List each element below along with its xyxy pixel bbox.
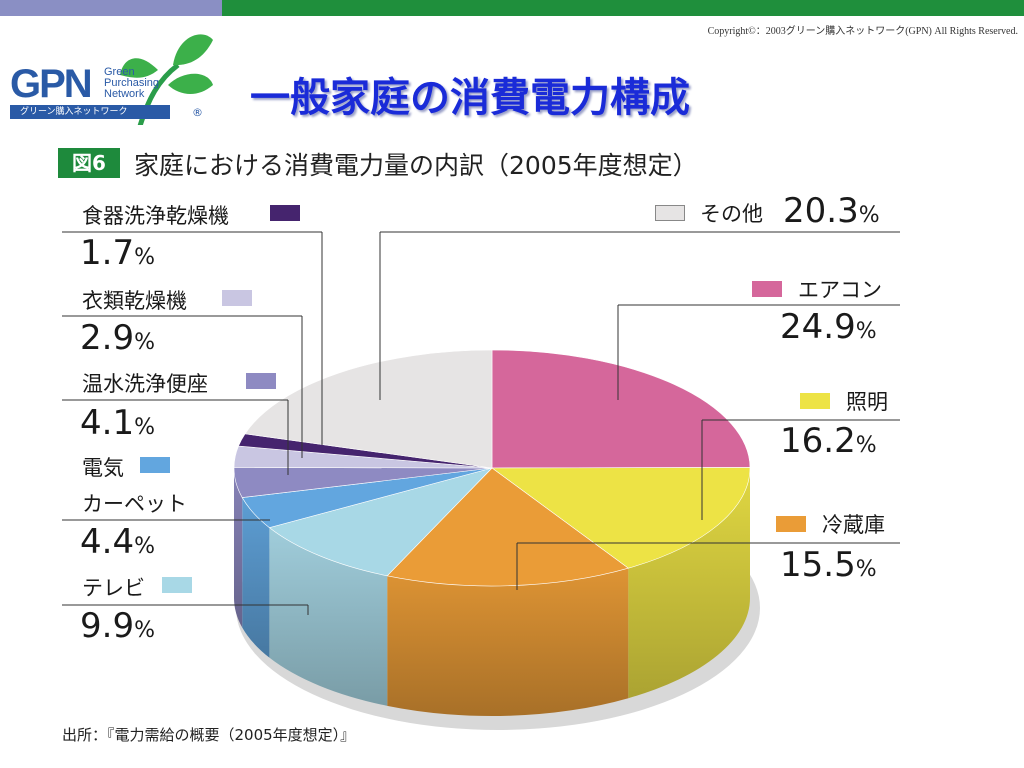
swatch-toilet — [246, 373, 276, 389]
logo-jp: グリーン購入ネットワーク — [10, 105, 170, 119]
label-carpet-name: 電気 — [82, 456, 124, 480]
top-bar-right — [222, 0, 1024, 16]
pie-slice-tv — [268, 467, 493, 577]
figure-badge: 図6 — [58, 148, 120, 178]
label-toilet-value: 4.1% — [80, 403, 155, 443]
top-bar-left — [0, 0, 222, 16]
label-aircon-name: エアコン — [798, 278, 882, 302]
source-note: 出所：『電力需給の概要（2005年度想定）』 — [62, 726, 356, 744]
label-dryer-value: 2.9% — [80, 318, 155, 358]
label-carpet-name2: カーペット — [82, 492, 187, 516]
pie-side-tv — [269, 527, 388, 706]
logo-word-purchasing: Purchasing — [104, 77, 160, 89]
label-toilet-name: 温水洗浄便座 — [82, 372, 208, 396]
label-fridge-value: 15.5% — [780, 545, 877, 585]
swatch-other — [655, 205, 685, 221]
label-aircon-value: 24.9% — [780, 307, 877, 347]
pie-slice-other — [244, 349, 493, 469]
registered-mark: ® — [192, 106, 203, 119]
label-lighting-name: 照明 — [846, 390, 888, 414]
logo-mark: GPN — [10, 62, 93, 106]
figure-title: 家庭における消費電力量の内訳（2005年度想定） — [134, 151, 698, 180]
label-dishwasher-name: 食器洗浄乾燥機 — [82, 204, 229, 228]
swatch-aircon — [752, 281, 782, 297]
swatch-fridge — [776, 516, 806, 532]
copyright-text: Copyright©：2003グリーン購入ネットワーク(GPN) All Rig… — [707, 26, 1018, 37]
logo-word-network: Network — [104, 88, 145, 100]
logo-word-green: Green — [104, 66, 135, 78]
label-dryer-name: 衣類乾燥機 — [82, 289, 187, 313]
pie-side-lighting — [628, 468, 750, 699]
label-fridge-name: 冷蔵庫 — [822, 513, 885, 537]
swatch-dryer — [222, 290, 252, 306]
pie-slice-fridge — [386, 467, 629, 587]
swatch-tv — [162, 577, 192, 593]
label-tv-value: 9.9% — [80, 606, 155, 646]
swatch-dishwasher — [270, 205, 300, 221]
swatch-lighting — [800, 393, 830, 409]
label-lighting-value: 16.2% — [780, 421, 877, 461]
page-title: 一般家庭の消費電力構成 — [250, 75, 690, 121]
label-carpet-value: 4.4% — [80, 522, 155, 562]
label-other-name: その他 — [700, 202, 763, 226]
label-tv-name: テレビ — [82, 576, 145, 600]
label-other-value: 20.3% — [783, 191, 880, 231]
pie-slice-aircon — [491, 349, 751, 469]
pie-side-carpet — [242, 497, 270, 658]
label-dishwasher-value: 1.7% — [80, 233, 155, 273]
pie-side-fridge — [387, 568, 629, 716]
gpn-logo: GPN Green Purchasing Network グリーン購入ネットワー… — [8, 30, 223, 125]
pie-side-toilet — [234, 468, 243, 628]
logo-words: Green Purchasing Network — [104, 67, 159, 100]
swatch-carpet — [140, 457, 170, 473]
